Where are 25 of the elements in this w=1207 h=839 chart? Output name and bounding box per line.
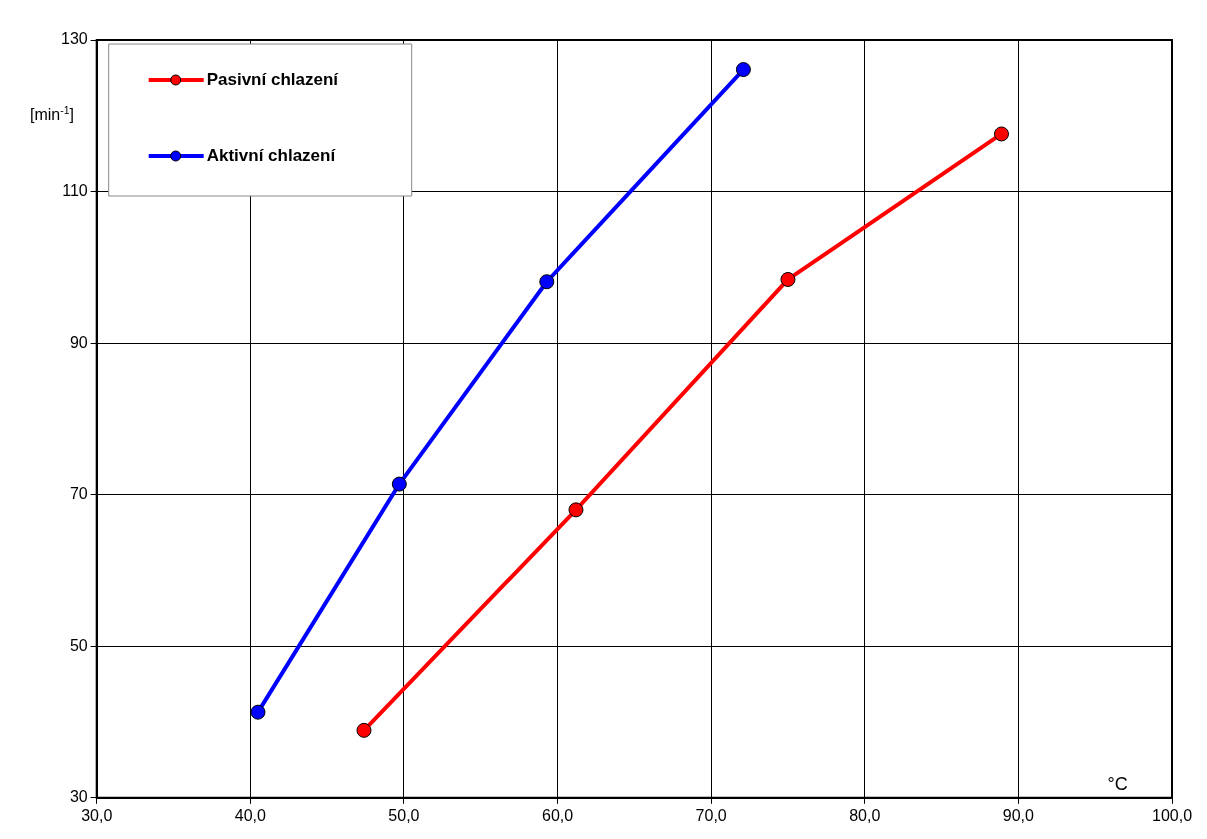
y-tick-label: 30	[69, 788, 88, 806]
y-tick-label: 90	[69, 333, 88, 351]
point	[735, 62, 751, 78]
point	[568, 502, 584, 518]
x-tick-label: 50,0	[388, 806, 420, 824]
x-tick-label: 70,0	[695, 806, 727, 824]
x-tick-label: 100,0	[1151, 806, 1193, 824]
x-tick-label: 30,0	[81, 806, 113, 824]
x-tick-label: 40,0	[234, 806, 266, 824]
point	[250, 704, 266, 720]
point	[539, 274, 555, 290]
x-axis-title: °C	[1107, 773, 1128, 794]
y-tick-label: 130	[60, 30, 88, 48]
y-tick-label: 50	[69, 636, 88, 654]
point	[993, 126, 1009, 142]
x-tick-label: 90,0	[1002, 806, 1035, 824]
y-tick-label: 110	[62, 181, 88, 199]
legend-label: Pasivní chlazení	[206, 69, 340, 89]
y-tick-label: 70	[69, 485, 88, 503]
x-tick-label: 60,0	[541, 806, 574, 824]
legend-label: Aktivní chlazení	[206, 145, 337, 165]
point	[780, 271, 796, 287]
x-tick-label: 80,0	[849, 806, 881, 824]
point	[356, 722, 372, 738]
point	[391, 476, 407, 492]
